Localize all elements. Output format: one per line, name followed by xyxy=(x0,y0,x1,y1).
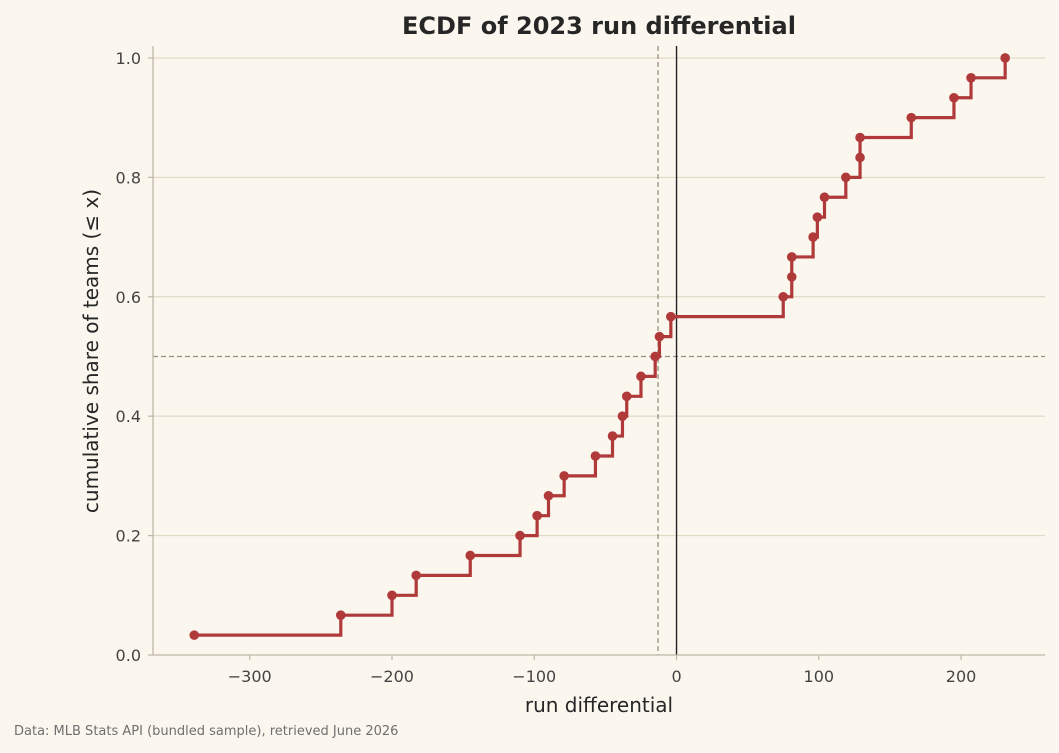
ecdf-point xyxy=(808,232,818,242)
ecdf-point xyxy=(411,570,421,581)
x-tick-label: −100 xyxy=(512,667,556,686)
x-tick-label: 200 xyxy=(946,667,977,686)
ecdf-point xyxy=(812,212,823,222)
ecdf-point xyxy=(650,351,660,362)
y-tick-label: 0.2 xyxy=(116,527,141,546)
chart-title: ECDF of 2023 run differential xyxy=(402,12,796,40)
x-tick-label: −300 xyxy=(228,667,272,686)
ecdf-point xyxy=(666,311,676,322)
grid-lines xyxy=(153,57,1045,656)
axis-ticks: −300 −200 −100 0 100 200 0.0 0.2 0.4 0.6 0.8 1.0 xyxy=(116,49,977,686)
ecdf-point xyxy=(1000,53,1010,63)
ecdf-series xyxy=(189,53,1010,640)
ecdf-point xyxy=(617,411,628,421)
ecdf-point xyxy=(543,490,554,501)
ecdf-point xyxy=(590,451,601,461)
y-tick-label: 1.0 xyxy=(116,49,141,68)
ecdf-point xyxy=(654,331,665,342)
ecdf-point xyxy=(636,371,646,382)
y-axis-label: cumulative share of teams (≤ x) xyxy=(79,189,103,513)
ecdf-point xyxy=(855,152,865,163)
x-axis-label: run differential xyxy=(525,693,673,717)
ecdf-point xyxy=(841,172,851,183)
ecdf-point xyxy=(515,530,525,541)
ecdf-step-line xyxy=(194,57,1007,637)
ecdf-point xyxy=(189,630,200,640)
x-tick-label: −200 xyxy=(370,667,414,686)
y-tick-label: 0.8 xyxy=(116,168,141,187)
ecdf-point xyxy=(532,510,542,521)
y-tick-label: 0.6 xyxy=(116,288,141,307)
ecdf-point xyxy=(786,252,797,262)
ecdf-point xyxy=(465,550,476,561)
x-tick-label: 100 xyxy=(804,667,835,686)
ecdf-point xyxy=(855,132,865,143)
y-tick-label: 0.0 xyxy=(116,646,141,665)
ecdf-point xyxy=(966,73,976,83)
ecdf-point xyxy=(949,92,959,103)
ecdf-point xyxy=(559,471,569,481)
y-tick-label: 0.4 xyxy=(116,407,141,426)
ecdf-point xyxy=(607,431,618,441)
ecdf-point xyxy=(621,391,632,402)
ecdf-point xyxy=(819,192,830,203)
data-source-footnote: Data: MLB Stats API (bundled sample), re… xyxy=(14,724,399,739)
axes xyxy=(152,46,1045,656)
ecdf-point xyxy=(906,112,917,123)
ecdf-point xyxy=(786,272,797,282)
x-tick-label: 0 xyxy=(671,667,681,686)
ecdf-point xyxy=(387,590,397,601)
ecdf-point xyxy=(335,610,346,620)
ecdf-point xyxy=(778,291,789,302)
